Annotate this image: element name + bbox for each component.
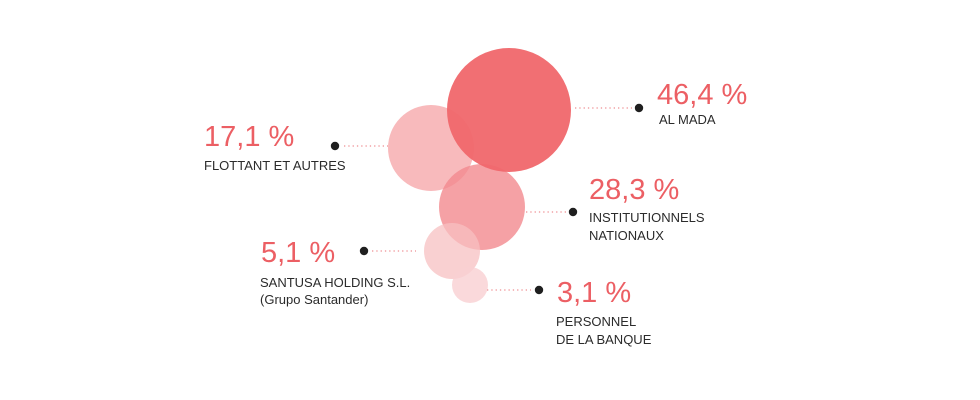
value-label-2: 28,3 %: [589, 174, 679, 206]
labels-layer: 46,4 %AL MADA 17,1 % FLOTTANT ET AUTRES 28,…: [204, 79, 747, 347]
category-label-2-line-0: INSTITUTIONNELS: [589, 210, 705, 225]
value-label-3: 5,1 %: [261, 237, 335, 269]
leader-dot-2: [568, 207, 578, 217]
leader-dot-0: [634, 103, 644, 113]
bubble-4: [452, 267, 488, 303]
leader-dot-3: [359, 246, 369, 256]
leader-dot-4: [534, 285, 544, 295]
value-label-4: 3,1 %: [557, 277, 631, 309]
leader-dot-1: [330, 141, 340, 151]
bubble-0: [447, 48, 571, 172]
category-label-0-line-0: AL MADA: [659, 112, 716, 127]
category-label-4-line-0: PERSONNEL: [556, 314, 636, 329]
category-label-3-line-0: SANTUSA HOLDING S.L.: [260, 275, 410, 290]
bubbles-layer: [388, 48, 571, 303]
value-label-1: 17,1 %: [204, 121, 294, 153]
bubble-3: [424, 223, 480, 279]
value-label-0: 46,4 %: [657, 79, 747, 111]
category-label-2-line-1: NATIONAUX: [589, 228, 664, 243]
category-label-1-line-0: FLOTTANT ET AUTRES: [204, 158, 346, 173]
leaders-layer: [330, 103, 644, 295]
category-label-3-line-1: (Grupo Santander): [260, 292, 368, 307]
category-label-4-line-1: DE LA BANQUE: [556, 332, 652, 347]
